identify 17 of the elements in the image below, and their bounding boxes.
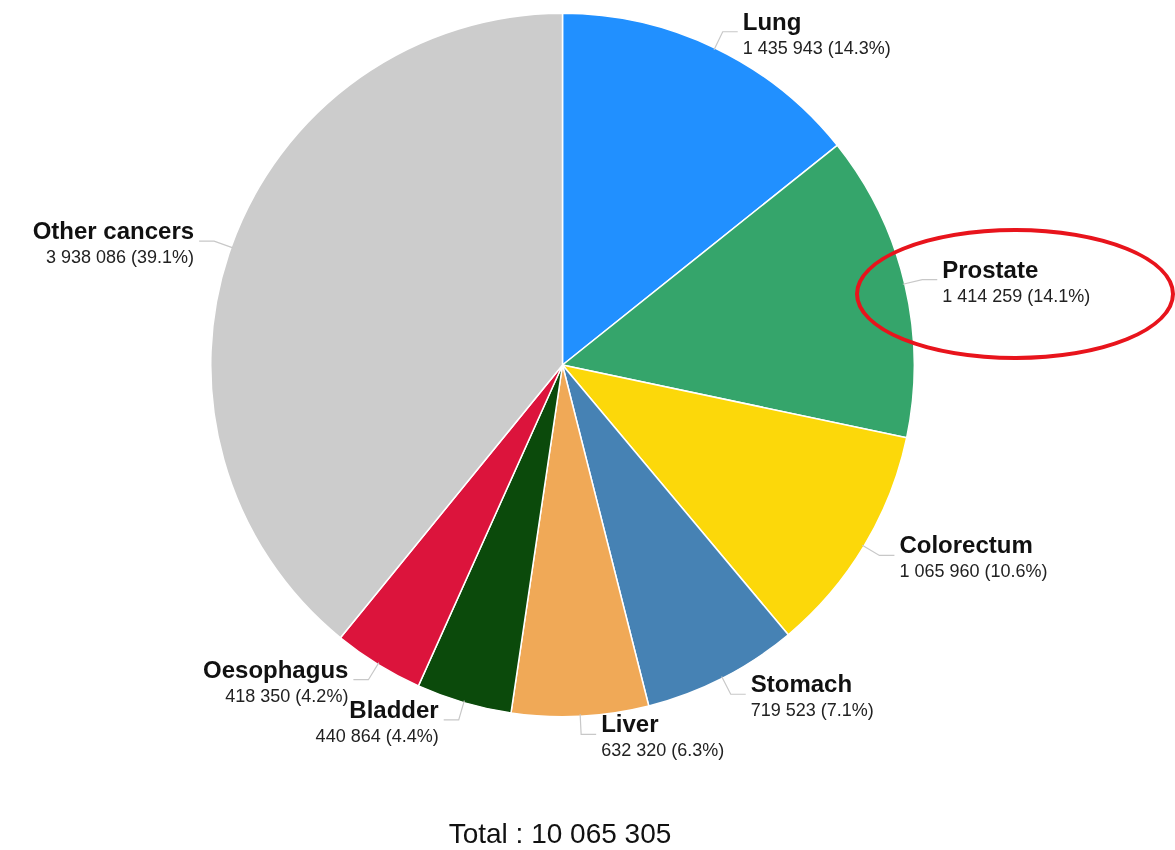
- data-label: 719 523 (7.1%): [750, 700, 874, 721]
- data-label: 418 350 (4.2%): [225, 685, 349, 706]
- slice-label: Colorectum: [899, 531, 1033, 559]
- data-label: 440 864 (4.4%): [315, 725, 439, 746]
- slice-label: Lung: [742, 7, 802, 35]
- slice-label: Stomach: [750, 670, 853, 698]
- slice-label: Other cancers: [32, 217, 195, 245]
- data-label: 1 414 259 (14.1%): [942, 285, 1091, 306]
- slice-label: Prostate: [942, 255, 1039, 283]
- data-label: 3 938 086 (39.1%): [46, 247, 195, 268]
- slice-label: Bladder: [349, 695, 439, 723]
- slice-label: Liver: [601, 710, 659, 738]
- slice-label: Oesophagus: [203, 655, 349, 683]
- text: Total : 10 065 305: [448, 818, 672, 849]
- data-label: 632 320 (6.3%): [601, 740, 725, 761]
- data-label: 1 435 943 (14.3%): [742, 37, 891, 58]
- data-label: 1 065 960 (10.6%): [899, 561, 1048, 582]
